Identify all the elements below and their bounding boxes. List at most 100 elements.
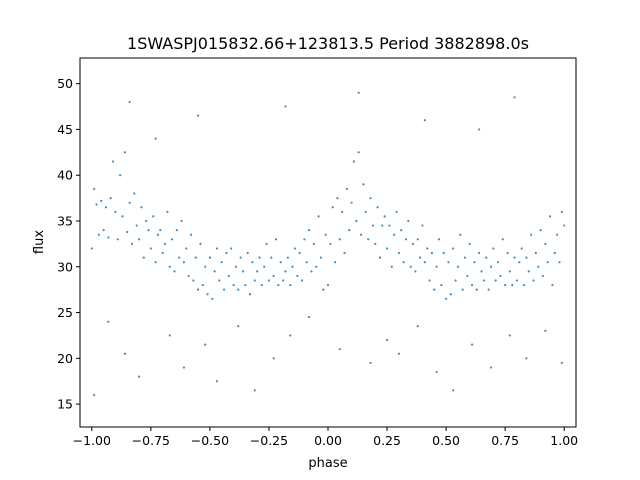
data-point [437,238,441,241]
data-point [352,160,356,163]
data-point [263,265,266,268]
y-tick-label: 35 [57,213,73,228]
x-tick-label: −0.50 [191,433,229,448]
data-point [159,229,162,232]
data-point [197,114,200,117]
data-point [487,288,490,291]
data-point [411,242,415,245]
data-point [428,279,431,282]
data-point [171,238,174,241]
data-point [385,247,389,250]
data-point [180,219,183,223]
data-point [140,206,143,209]
data-point [161,251,164,255]
data-point [215,380,219,383]
data-point [501,238,504,241]
data-point [558,261,561,264]
data-point [109,196,112,200]
points-layer [90,91,566,397]
data-point [225,251,228,255]
data-point [149,247,152,250]
data-point [402,261,405,264]
data-point [137,238,141,241]
data-point [93,393,96,397]
data-point [282,279,285,282]
data-point [506,251,509,255]
data-point [258,256,261,259]
data-point [95,203,98,206]
data-point [537,265,540,268]
data-point [256,270,259,273]
data-point [305,261,308,264]
data-point [433,288,436,291]
y-axis-label: flux [32,230,47,254]
data-point [343,251,346,255]
data-point [308,316,311,319]
data-point [494,279,497,282]
data-point [194,256,197,259]
data-point [213,270,216,273]
data-point [260,283,263,287]
data-point [393,233,396,236]
data-point [499,274,502,278]
data-point [338,238,341,241]
y-tick-label: 15 [57,397,73,412]
x-tick-label: 0.00 [314,433,342,448]
data-point [168,265,171,268]
data-point [482,279,485,282]
y-tick-label: 40 [57,168,73,183]
data-point [246,251,249,255]
data-point [182,366,186,369]
data-point [513,256,516,259]
data-point [211,297,214,300]
data-point [137,375,141,378]
data-point [312,242,315,245]
data-point [426,247,429,250]
data-point [220,261,223,264]
x-axis-label: phase [308,456,347,471]
data-point [367,238,370,241]
data-point [551,283,554,287]
data-point [548,215,552,218]
data-point [449,293,452,296]
y-tick-label: 20 [57,351,73,366]
data-point [133,192,136,195]
data-point [192,279,195,282]
data-point [119,174,122,177]
data-point [215,247,219,250]
data-point [364,210,367,213]
data-point [525,357,528,360]
data-point [126,230,129,234]
x-tick-label: 1.00 [550,433,578,448]
data-point [459,233,462,236]
data-point [199,242,202,245]
data-point [534,251,537,255]
data-point [376,206,379,209]
data-point [272,357,275,360]
data-point [286,256,289,259]
data-point [468,242,471,245]
data-point [409,265,412,268]
data-point [470,283,474,287]
x-tick-label: −0.75 [132,433,170,448]
data-point [102,229,105,232]
data-point [100,199,103,202]
data-point [267,279,271,282]
data-point [253,389,256,392]
data-point [383,215,386,218]
data-point [371,224,374,227]
data-point [357,91,360,94]
data-point [145,219,148,223]
data-point [142,256,145,259]
data-point [237,325,240,328]
data-point [135,224,138,227]
data-point [303,238,306,241]
data-point [324,233,327,236]
data-point [504,283,507,287]
data-point [298,251,301,255]
data-point [123,352,126,355]
data-point [189,233,193,236]
data-point [350,201,353,204]
data-point [362,183,365,186]
